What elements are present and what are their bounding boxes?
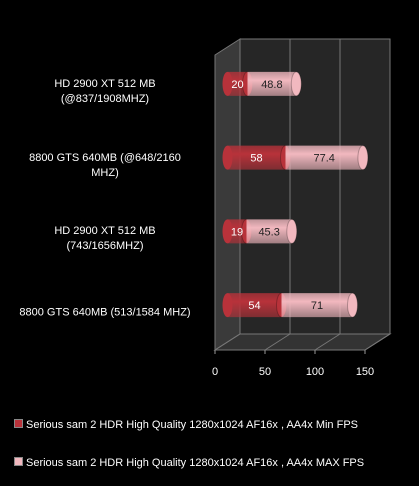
bar-base [222,145,233,170]
value-label: 58 [250,153,262,165]
legend-text: Serious sam 2 HDR High Quality 1280x1024… [26,457,365,469]
bar [246,218,298,244]
bar [247,71,302,97]
x-tick-label: 150 [356,366,374,378]
bar [285,145,369,171]
floor-grid-line [264,333,291,351]
value-label: 48.8 [261,79,282,91]
bar-cap [290,71,302,97]
legend-swatch [14,457,23,466]
bar-cap [286,218,298,244]
value-label: 71 [311,300,323,312]
bar [281,292,358,318]
x-tick-label: 0 [212,366,218,378]
x-tick-label: 50 [259,366,271,378]
bar-body [227,71,248,96]
floor-grid-line [314,333,341,351]
bar-base [222,219,233,244]
category-label: 8800 GTS 640MB (@648/2160 MHZ) [29,151,181,179]
bar-body [227,293,282,318]
bar-body [227,219,247,244]
legend-entry: Serious sam 2 HDR High Quality 1280x1024… [14,418,414,433]
bar-body [247,71,297,96]
floor [213,333,392,351]
x-tick-label: 100 [306,366,324,378]
legend-swatch [14,419,23,428]
bar-base [222,71,233,96]
floor-grid-line [364,333,391,351]
bar-body [281,293,353,318]
bar-body [246,219,292,244]
value-label: 45.3 [258,226,279,238]
value-label: 20 [231,79,243,91]
bar-base [222,293,233,318]
bar-body [285,145,363,170]
legend-text: Serious sam 2 HDR High Quality 1280x1024… [26,419,358,431]
category-label: HD 2900 XT 512 MB (743/1656MHZ) [54,225,156,253]
value-label: 54 [248,300,260,312]
legend-entry: Serious sam 2 HDR High Quality 1280x1024… [14,456,414,471]
value-label: 19 [231,226,243,238]
bar-cap [347,292,358,318]
value-label: 77.4 [313,153,334,165]
category-label: HD 2900 XT 512 MB (@837/1908MHZ) [54,77,156,105]
floor-grid-line [214,333,241,351]
category-label: 8800 GTS 640MB (513/1584 MHZ) [19,306,191,319]
bar-body [227,145,286,170]
bar-cap [357,145,369,171]
